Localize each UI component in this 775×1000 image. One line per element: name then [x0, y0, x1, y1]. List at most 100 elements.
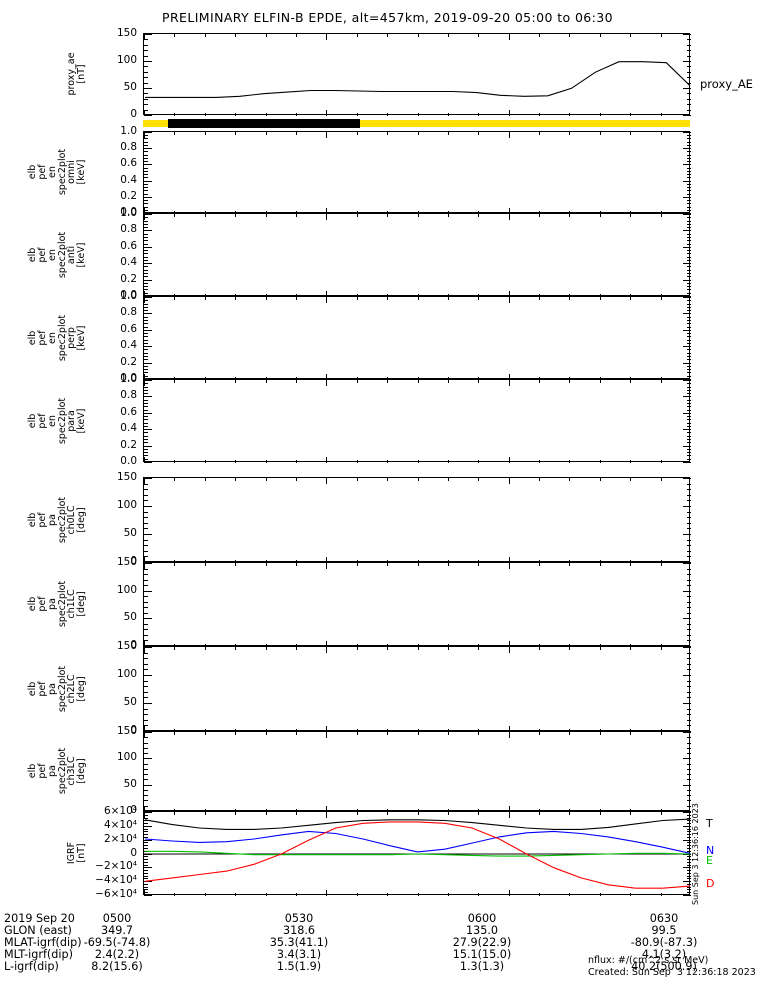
- ylabel-en-para: [keV]: [76, 408, 88, 433]
- ylabel-igrf: [nT]: [76, 843, 88, 863]
- footer-value-l: 40.2(500.9): [631, 960, 697, 973]
- footer-value-time: 0600: [467, 912, 497, 925]
- trace-proxy-ae: [145, 61, 691, 98]
- footer-value-glon: 318.6: [282, 924, 316, 937]
- ylabel-pa-ch3lc: pa: [46, 765, 58, 777]
- ytick-en-omni: 0.4: [120, 173, 137, 186]
- footer-row-label: L-igrf(dip): [4, 960, 59, 973]
- ytick-pa-ch2lc: 0: [130, 724, 137, 736]
- panel-en-anti: [143, 213, 691, 297]
- ytick-proxy-ae: 50: [123, 81, 137, 93]
- panel-pa-ch3lc: [143, 731, 691, 812]
- footer-value-time: 0530: [284, 912, 314, 925]
- ytick-pa-ch2lc: 50: [123, 696, 137, 708]
- ytick-igrf: 6×10⁴: [103, 805, 137, 817]
- ylabel-proxy-ae: [nT]: [76, 64, 88, 84]
- ytick-pa-ch2lc: 150: [116, 640, 137, 652]
- footer-row-label: MLAT-igrf(dip): [4, 936, 82, 949]
- igrf-legend-n: N: [706, 844, 715, 857]
- trace-igrf-d: [144, 821, 691, 889]
- ylabel-pa-ch0lc: pa: [46, 513, 58, 526]
- ylabel-en-perp: [keV]: [76, 325, 88, 350]
- page-title: PRELIMINARY ELFIN-B EPDE, alt=457km, 201…: [162, 10, 613, 25]
- footer-value-mlt: 15.1(15.0): [452, 948, 512, 961]
- footer-value-mlat: -69.5(-74.8): [83, 936, 151, 949]
- panel-igrf: [143, 811, 691, 896]
- ytick-en-para: 0.4: [120, 422, 137, 435]
- ylabel-en-perp: en: [46, 331, 58, 344]
- footer-value-mlt: 4.1(3.2): [641, 948, 687, 961]
- ylabel-pa-ch2lc: [deg]: [76, 675, 88, 702]
- ytick-en-para: 0.2: [120, 438, 137, 451]
- ytick-en-para: 0.8: [120, 389, 137, 402]
- footer-row-label: GLON (east): [4, 924, 72, 937]
- ytick-en-anti: 1.0: [120, 207, 137, 219]
- ytick-en-anti: 0.8: [120, 223, 137, 236]
- ytick-igrf: 2×10⁴: [103, 832, 137, 845]
- ytick-en-omni: 1.0: [120, 125, 137, 137]
- panel-pa-ch1lc: [143, 562, 691, 647]
- trace-igrf-n: [144, 830, 691, 854]
- ytick-pa-ch0lc: 50: [123, 527, 137, 539]
- igrf-legend-e: E: [706, 854, 713, 867]
- trace-igrf-t: [144, 818, 691, 830]
- ylabel-pa-ch0lc: [deg]: [76, 506, 88, 533]
- trace-igrf-e: [145, 850, 691, 857]
- footer-value-mlt: 2.4(2.2): [94, 948, 140, 961]
- igrf-legend-t: T: [706, 817, 713, 830]
- footer-row-label: MLT-igrf(dip): [4, 948, 73, 961]
- zone-segment-light: [360, 120, 690, 127]
- ylabel-en-omni: [keV]: [76, 159, 88, 185]
- ylabel-en-para: en: [46, 414, 58, 427]
- ylabel-en-anti: [keV]: [76, 242, 88, 267]
- footer-value-mlat: 35.3(41.1): [269, 936, 329, 949]
- ytick-pa-ch0lc: 150: [116, 471, 137, 483]
- ytick-igrf: 4×10⁴: [103, 818, 137, 831]
- footer-value-l: 8.2(15.6): [91, 960, 143, 973]
- ytick-igrf: 0: [130, 846, 137, 859]
- zone-segment-dark: [168, 119, 361, 128]
- ytick-pa-ch1lc: 150: [116, 556, 137, 568]
- ylabel-pa-ch1lc: pa: [46, 598, 58, 610]
- footer-value-l: 1.5(1.9): [276, 960, 322, 973]
- footer-value-mlt: 3.4(3.1): [276, 948, 322, 961]
- igrf-legend-d: D: [706, 877, 715, 890]
- ytick-en-para: 0.6: [120, 405, 137, 418]
- ytick-en-perp: 0.0: [120, 372, 137, 384]
- footer-value-glon: 99.5: [651, 924, 677, 937]
- ytick-en-anti: 0.4: [120, 256, 137, 269]
- ytick-proxy-ae: 100: [116, 54, 137, 66]
- flux-units-note: nflux: #/(cm^2 s sr MeV): [588, 955, 709, 966]
- ytick-en-perp: 0.8: [120, 306, 137, 319]
- ytick-en-para: 0.0: [120, 455, 137, 467]
- panel-en-perp: [143, 296, 691, 380]
- footer-value-glon: 349.7: [100, 924, 134, 937]
- ytick-pa-ch3lc: 100: [116, 751, 137, 764]
- ytick-en-para: 1.0: [120, 373, 137, 385]
- ytick-en-anti: 0.0: [120, 289, 137, 301]
- ytick-pa-ch2lc: 100: [116, 668, 137, 680]
- ytick-pa-ch0lc: 100: [116, 499, 137, 511]
- ylabel-pa-ch1lc: [deg]: [76, 591, 88, 617]
- ytick-pa-ch3lc: 50: [123, 777, 137, 790]
- ytick-proxy-ae: 150: [116, 27, 137, 39]
- ytick-en-omni: 0.8: [120, 141, 137, 154]
- footer-value-l: 1.3(1.3): [459, 960, 505, 973]
- ytick-en-omni: 0.6: [120, 157, 137, 170]
- footer-value-mlat: 27.9(22.9): [452, 936, 512, 949]
- panel-proxy-ae: [143, 33, 691, 116]
- ytick-en-perp: 0.4: [120, 339, 137, 352]
- ytick-proxy-ae: 0: [130, 108, 137, 120]
- created-timestamp-vertical: Sun Sep 3 12:36:16 2023: [691, 803, 700, 905]
- ytick-en-anti: 0.2: [120, 272, 137, 285]
- panel-en-omni: [143, 131, 691, 214]
- ylabel-pa-ch3lc: [deg]: [76, 758, 88, 784]
- panel-en-para: [143, 379, 691, 463]
- ytick-pa-ch3lc: 0: [130, 804, 137, 816]
- ytick-en-perp: 0.6: [120, 322, 137, 335]
- zone-segment-light: [143, 120, 169, 127]
- panel-pa-ch2lc: [143, 646, 691, 732]
- ytick-pa-ch3lc: 150: [116, 725, 137, 737]
- footer-value-mlat: -80.9(-87.3): [630, 936, 698, 949]
- ytick-en-omni: 0.0: [120, 206, 137, 218]
